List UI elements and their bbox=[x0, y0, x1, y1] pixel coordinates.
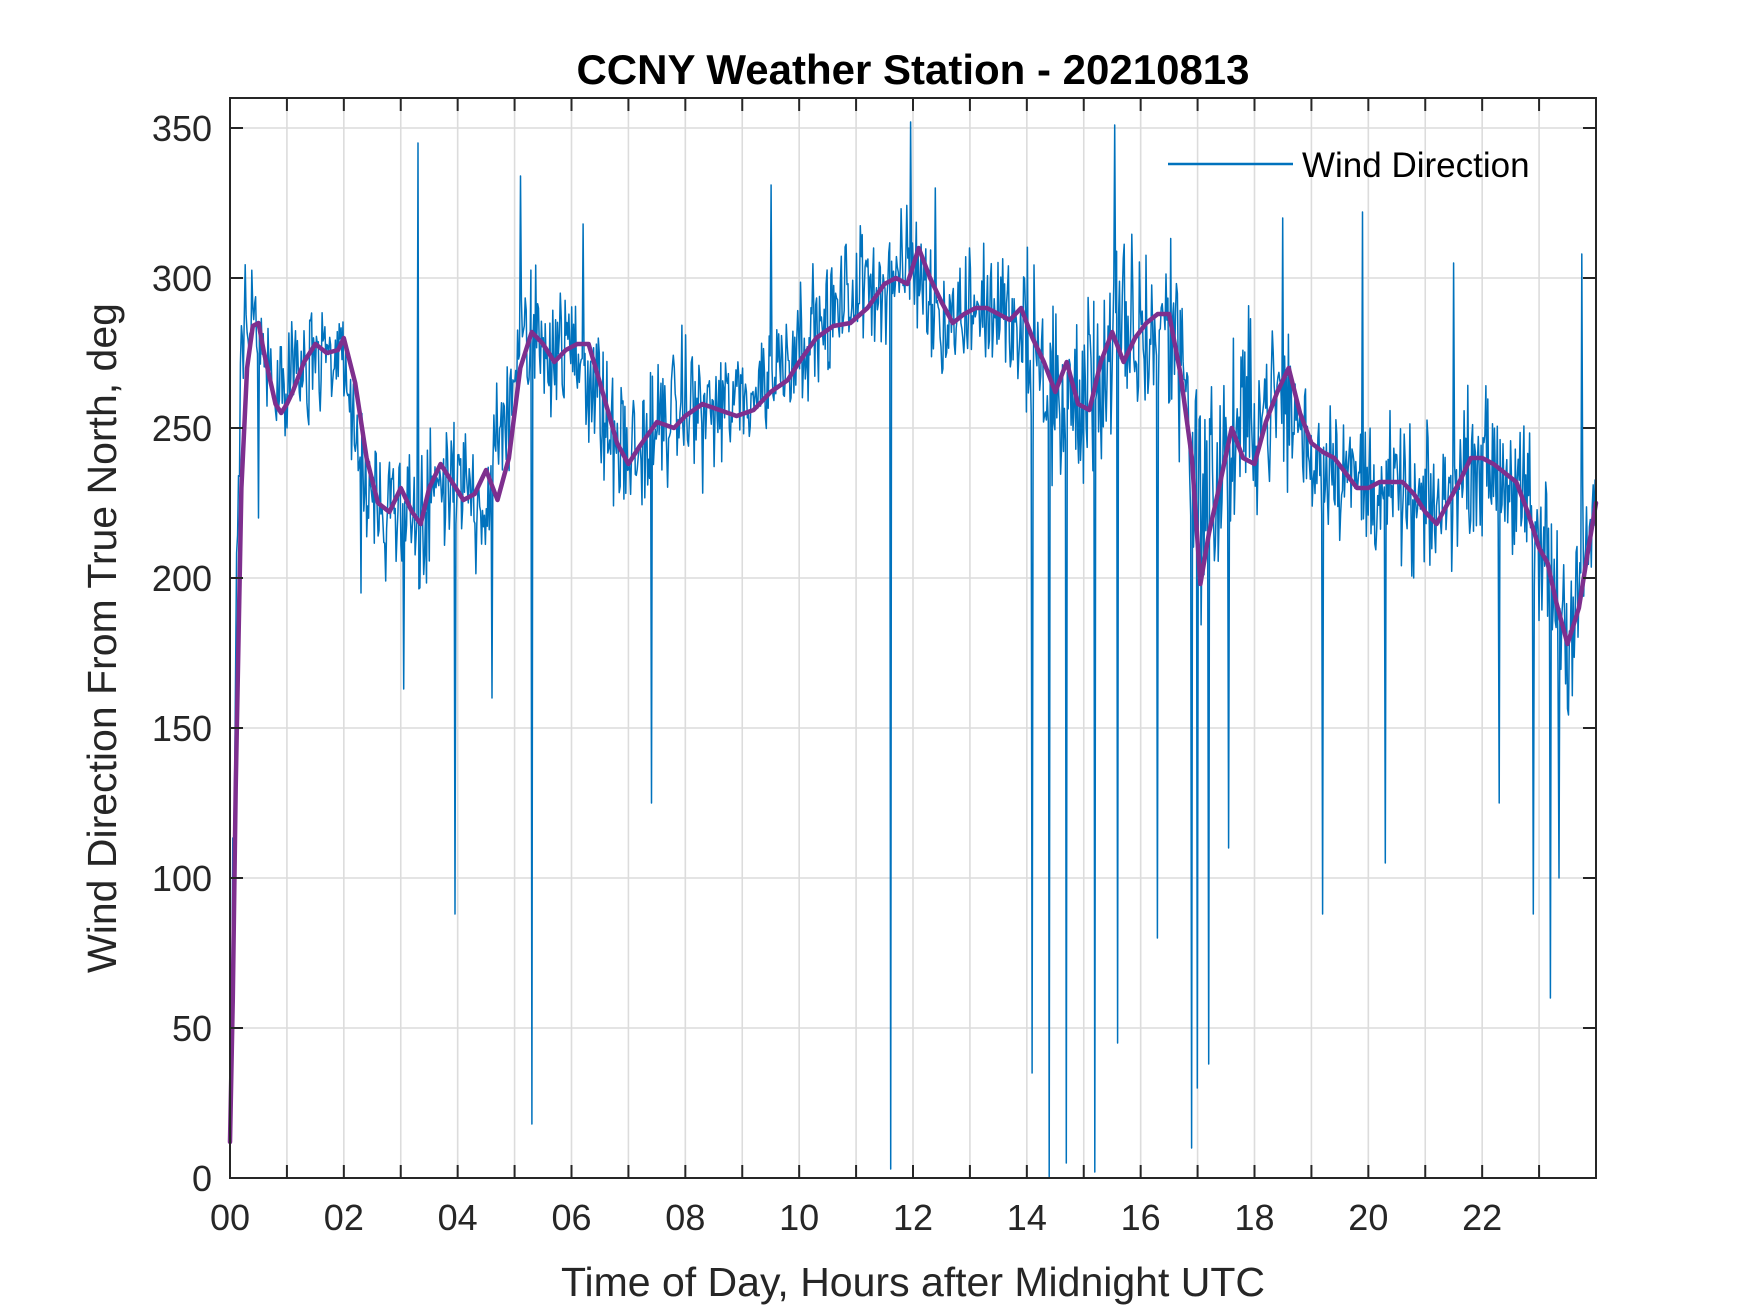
y-tick-label: 250 bbox=[152, 408, 212, 449]
x-tick-label: 08 bbox=[665, 1197, 705, 1238]
y-tick-label: 200 bbox=[152, 558, 212, 599]
y-tick-label: 50 bbox=[172, 1008, 212, 1049]
series-line-wind-direction bbox=[229, 121, 1597, 1179]
x-tick-label: 20 bbox=[1348, 1197, 1388, 1238]
x-tick-label: 06 bbox=[551, 1197, 591, 1238]
y-tick-label: 350 bbox=[152, 108, 212, 149]
tick-labels: 00 02 04 06 08 10 12 14 16 18 20 22 0 50 100 150 200 250 3… bbox=[152, 108, 1502, 1238]
x-tick-label: 00 bbox=[210, 1197, 250, 1238]
series-layer bbox=[227, 121, 1599, 1179]
y-tick-label: 300 bbox=[152, 258, 212, 299]
x-tick-label: 16 bbox=[1121, 1197, 1161, 1238]
x-tick-label: 02 bbox=[324, 1197, 364, 1238]
y-tick-label: 0 bbox=[192, 1158, 212, 1199]
y-tick-label: 150 bbox=[152, 708, 212, 749]
chart-title: CCNY Weather Station - 20210813 bbox=[576, 46, 1249, 93]
series-line-smoothed-wind-direction bbox=[227, 245, 1599, 1145]
x-tick-label: 12 bbox=[893, 1197, 933, 1238]
legend[interactable]: Wind Direction bbox=[1168, 146, 1530, 185]
y-tick-label: 100 bbox=[152, 858, 212, 899]
x-axis-title: Time of Day, Hours after Midnight UTC bbox=[561, 1259, 1265, 1305]
tick-marks bbox=[230, 98, 1596, 1179]
x-tick-label: 18 bbox=[1234, 1197, 1274, 1238]
legend-label-wind-direction: Wind Direction bbox=[1302, 146, 1530, 185]
y-axis-title: Wind Direction From True North, deg bbox=[79, 303, 125, 973]
x-tick-label: 04 bbox=[438, 1197, 478, 1238]
x-tick-label: 10 bbox=[779, 1197, 819, 1238]
x-tick-label: 14 bbox=[1007, 1197, 1047, 1238]
x-tick-label: 22 bbox=[1462, 1197, 1502, 1238]
